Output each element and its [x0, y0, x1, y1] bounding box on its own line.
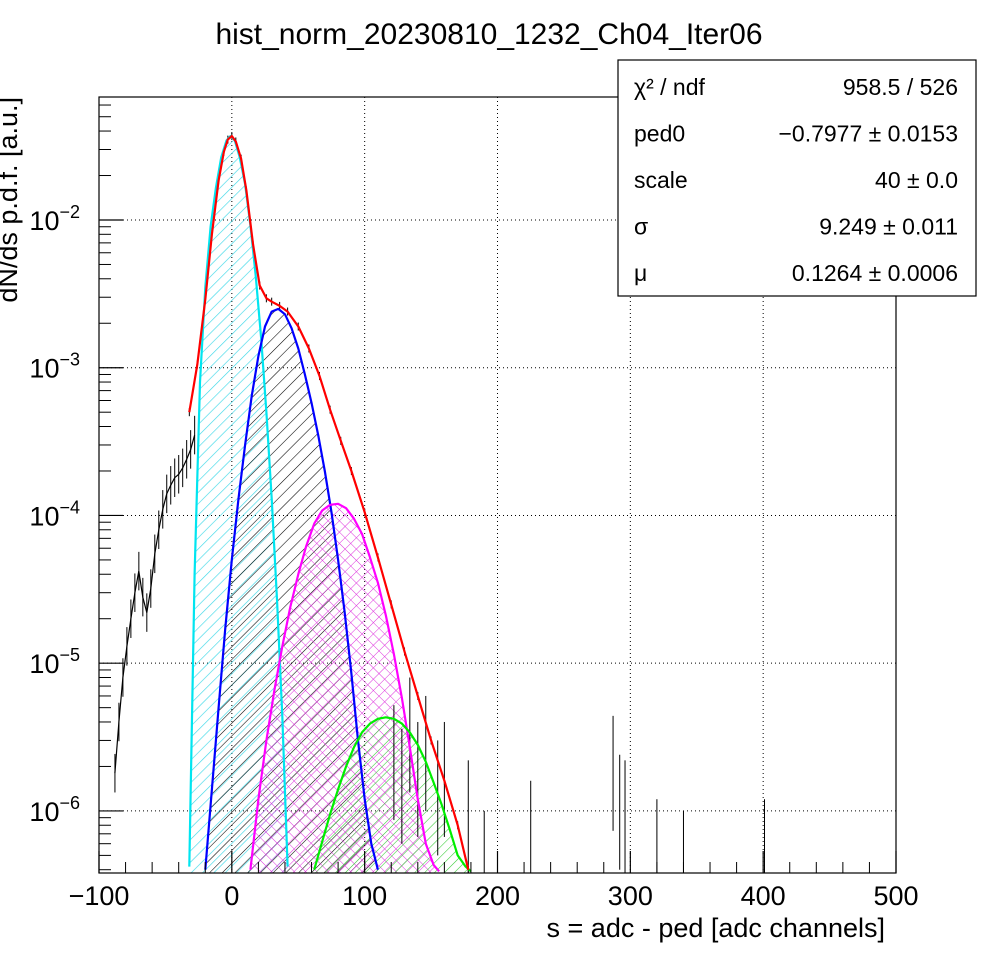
data-histogram — [114, 132, 765, 873]
y-tick-label: 10−5 — [29, 645, 80, 679]
stats-name: scale — [634, 167, 688, 193]
stats-box: χ² / ndf 958.5 / 526 ped0 −0.7977 ± 0.0153 s… — [617, 59, 977, 297]
stats-name: μ — [634, 260, 647, 286]
y-axis-label: dN/ds p.d.f. [a.u.] — [0, 97, 23, 303]
stats-name: σ — [634, 214, 648, 240]
y-axis: 10−6 10−5 10−4 10−3 10−2 — [29, 104, 123, 871]
stats-value: 40 ± 0.0 — [875, 167, 958, 193]
x-tick-label: −100 — [69, 881, 130, 911]
x-tick-label: 400 — [741, 881, 786, 911]
series-4-fill — [314, 717, 471, 873]
y-tick-label: 10−4 — [29, 497, 80, 531]
stats-name: ped0 — [634, 121, 685, 147]
stats-name: χ² / ndf — [634, 74, 705, 100]
x-tick-label: 300 — [608, 881, 653, 911]
y-tick-label: 10−3 — [29, 350, 80, 384]
fit-curves — [188, 134, 472, 873]
series-2-curve — [204, 307, 379, 870]
x-axis-label: s = adc - ped [adc channels] — [547, 913, 885, 943]
y-tick-label: 10−2 — [29, 202, 80, 236]
stats-box-frame — [617, 59, 977, 297]
series-0-curve — [188, 134, 470, 870]
hist-low-tail — [114, 434, 196, 774]
stats-value: 0.1264 ± 0.0006 — [792, 260, 958, 286]
stats-value: 958.5 / 526 — [843, 74, 958, 100]
x-tick-label: 200 — [475, 881, 520, 911]
stats-value: −0.7977 ± 0.0153 — [778, 121, 958, 147]
series-3-curve — [249, 502, 440, 873]
x-tick-label: 500 — [873, 881, 918, 911]
series-4-curve — [313, 716, 472, 873]
x-tick-label: 0 — [224, 881, 239, 911]
chart-title: hist_norm_20230810_1232_Ch04_Iter06 — [215, 18, 762, 51]
x-tick-label: 100 — [342, 881, 387, 911]
stats-value: 9.249 ± 0.011 — [819, 214, 958, 240]
x-axis: −100 0 100 200 300 400 500 — [69, 851, 919, 911]
y-tick-label: 10−6 — [29, 793, 80, 827]
